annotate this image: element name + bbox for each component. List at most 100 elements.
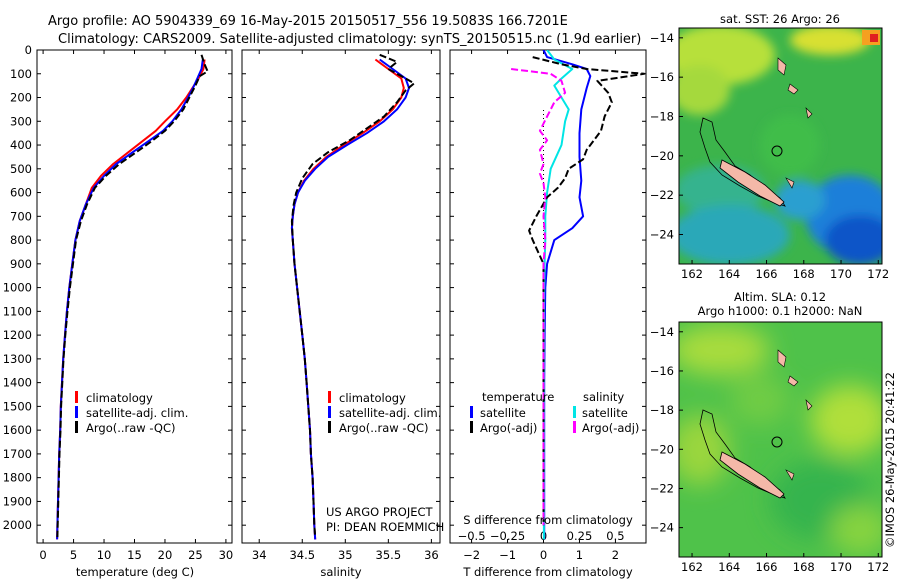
legend-climatology: climatology: [339, 391, 406, 405]
imos-credit: ©IMOS 26-May-2015 20:41:22: [883, 372, 897, 548]
temperature-legend: climatology satellite-adj. clim. Argo(..…: [75, 391, 188, 435]
x-tick-label: 2: [612, 548, 619, 562]
x-tick-label: −1: [499, 548, 516, 562]
legend-swatch-blue: [75, 406, 78, 418]
difference-legend: temperature salinity satellite Argo(-adj…: [470, 390, 639, 435]
y-tick-label: 1600: [3, 423, 32, 437]
legend-swatch-black: [328, 421, 331, 433]
legend-satellite: satellite-adj. clim.: [339, 406, 441, 420]
x-tick-label: −2: [463, 548, 480, 562]
series-line-black: [56, 54, 209, 538]
temperature-series: [56, 54, 209, 540]
difference-xlabel-top: S difference from climatology: [463, 513, 633, 527]
s-tick-label: −0.25: [490, 529, 525, 543]
y-tick-label: 500: [10, 162, 32, 176]
header-line-2: Climatology: CARS2009. Satellite-adjuste…: [58, 32, 641, 47]
y-tick-label: 1000: [3, 281, 32, 295]
y-tick-label: 1500: [3, 399, 32, 413]
map-y-tick-label: −14: [650, 31, 674, 45]
x-tick-label: 30: [219, 548, 234, 562]
s-tick-label: 0.5: [606, 529, 624, 543]
map-y-tick-label: −22: [650, 188, 674, 202]
x-tick-label: 15: [127, 548, 142, 562]
x-tick-label: 34.5: [289, 548, 315, 562]
legend-climatology: climatology: [86, 391, 153, 405]
legend-swatch-black: [470, 421, 473, 433]
y-tick-label: 1900: [3, 494, 32, 508]
series-line-blue: [290, 58, 410, 540]
legend-salinity-title: salinity: [583, 390, 624, 404]
sst-map-frame: [678, 27, 883, 265]
series-line-black: [290, 53, 416, 538]
map-x-tick-label: 172: [867, 267, 889, 281]
loyalty-island: [785, 469, 795, 481]
x-tick-label: 1: [576, 548, 583, 562]
series-line-blue: [542, 50, 592, 540]
legend-swatch-blue: [470, 406, 473, 418]
legend-swatch-red: [75, 391, 78, 403]
y-tick-label: 200: [10, 91, 32, 105]
y-tick-label: 300: [10, 114, 32, 128]
vanuatu-island: [805, 399, 813, 411]
sla-map-frame: [678, 321, 883, 558]
y-tick-label: 100: [10, 67, 32, 81]
argo-location-marker: [771, 145, 783, 157]
map-x-tick-label: 170: [830, 267, 852, 281]
y-tick-label: 1200: [3, 328, 32, 342]
vanuatu-island: [787, 83, 799, 95]
map-y-tick-label: −24: [650, 521, 674, 535]
salinity-panel-frame: [241, 49, 441, 544]
map-y-tick-label: −20: [650, 149, 674, 163]
y-tick-label: 1400: [3, 376, 32, 390]
sla-map-title-1: Altim. SLA: 0.12: [734, 290, 826, 304]
map-y-tick-label: −18: [650, 110, 674, 124]
map-y-tick-label: −18: [650, 403, 674, 417]
sla-map: [679, 322, 882, 557]
legend-swatch-black: [75, 421, 78, 433]
argo-location-marker: [771, 436, 783, 448]
legend-swatch-cyan: [573, 406, 576, 418]
legend-swatch-magenta: [573, 421, 576, 433]
map-x-tick-label: 170: [830, 560, 852, 574]
legend-argo: Argo(..raw -QC): [86, 421, 176, 435]
temperature-panel-frame: [36, 49, 233, 544]
salinity-xlabel: salinity: [320, 565, 361, 579]
x-tick-label: 10: [97, 548, 112, 562]
map-x-tick-label: 162: [681, 560, 703, 574]
x-tick-label: 20: [158, 548, 173, 562]
legend-t-satellite: satellite: [480, 406, 526, 420]
x-tick-label: 35.5: [376, 548, 402, 562]
series-line-black: [528, 56, 646, 526]
salinity-series: [290, 53, 416, 540]
x-tick-label: 0: [39, 548, 46, 562]
profile-lines: [56, 50, 646, 540]
map-y-tick-label: −16: [650, 364, 674, 378]
y-tick-label: 2000: [3, 518, 32, 532]
sst-hot-patch: [870, 34, 878, 42]
sst-map: [679, 28, 882, 264]
s-tick-label: −0.5: [458, 529, 486, 543]
map-y-tick-label: −20: [650, 442, 674, 456]
difference-series: [510, 50, 646, 540]
map-y-tick-label: −22: [650, 481, 674, 495]
new-caledonia-contour: [699, 409, 786, 499]
map-x-tick-label: 166: [756, 560, 778, 574]
map-x-tick-label: 164: [718, 267, 740, 281]
difference-xlabel: T difference from climatology: [462, 565, 633, 579]
new-caledonia-island: [719, 451, 785, 499]
x-axes: 0 5 10 15 20 25 30 34 34.5 35 35.5 36 −2 −1 0 1 2 −0.5 −0.…: [39, 50, 625, 562]
map-x-tick-label: 168: [793, 267, 815, 281]
legend-s-satellite: satellite: [582, 406, 628, 420]
new-caledonia-contour: [699, 117, 786, 207]
legend-swatch-blue: [328, 406, 331, 418]
y-tick-label: 900: [10, 257, 32, 271]
y-tick-label: 700: [10, 209, 32, 223]
series-line-red: [56, 59, 206, 540]
map-y-tick-label: −24: [650, 228, 674, 242]
y-tick-label: 600: [10, 186, 32, 200]
project-label: US ARGO PROJECT: [326, 505, 434, 519]
series-line-blue: [56, 59, 204, 540]
legend-t-argo: Argo(-adj): [480, 421, 537, 435]
series-line-magenta: [510, 68, 567, 526]
